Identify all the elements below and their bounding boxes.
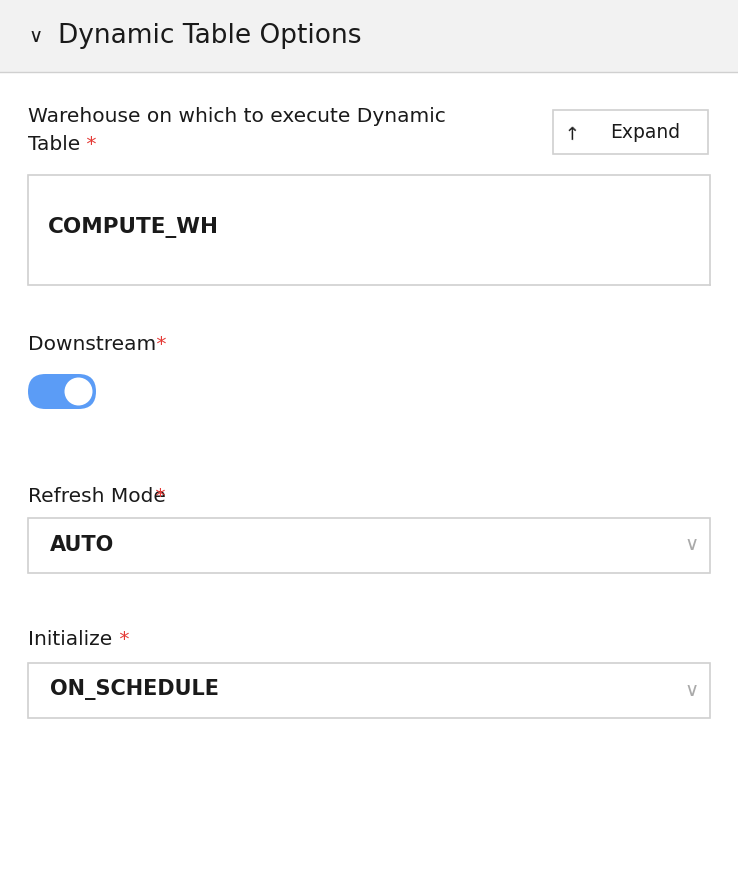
Text: ON_SCHEDULE: ON_SCHEDULE <box>50 679 219 701</box>
Text: AUTO: AUTO <box>50 535 114 555</box>
FancyBboxPatch shape <box>28 175 710 285</box>
Text: Dynamic Table Options: Dynamic Table Options <box>58 23 362 49</box>
Text: ↗: ↗ <box>562 121 584 144</box>
Text: *: * <box>149 487 165 506</box>
Text: Expand: Expand <box>610 122 680 141</box>
Text: *: * <box>113 630 129 649</box>
Text: Initialize: Initialize <box>28 630 112 649</box>
Text: Downstream: Downstream <box>28 335 156 354</box>
Text: *: * <box>150 335 167 354</box>
FancyBboxPatch shape <box>28 518 710 573</box>
FancyBboxPatch shape <box>28 374 96 409</box>
Text: Refresh Mode: Refresh Mode <box>28 487 166 506</box>
Text: ∨: ∨ <box>685 680 699 699</box>
Circle shape <box>64 377 92 406</box>
Text: ∨: ∨ <box>685 536 699 554</box>
Text: *: * <box>80 135 97 154</box>
FancyBboxPatch shape <box>553 110 708 154</box>
Text: COMPUTE_WH: COMPUTE_WH <box>48 217 219 239</box>
Text: Warehouse on which to execute Dynamic: Warehouse on which to execute Dynamic <box>28 107 446 126</box>
FancyBboxPatch shape <box>28 663 710 718</box>
FancyBboxPatch shape <box>0 0 738 72</box>
Text: ∨: ∨ <box>28 27 42 46</box>
Text: Table: Table <box>28 135 80 154</box>
